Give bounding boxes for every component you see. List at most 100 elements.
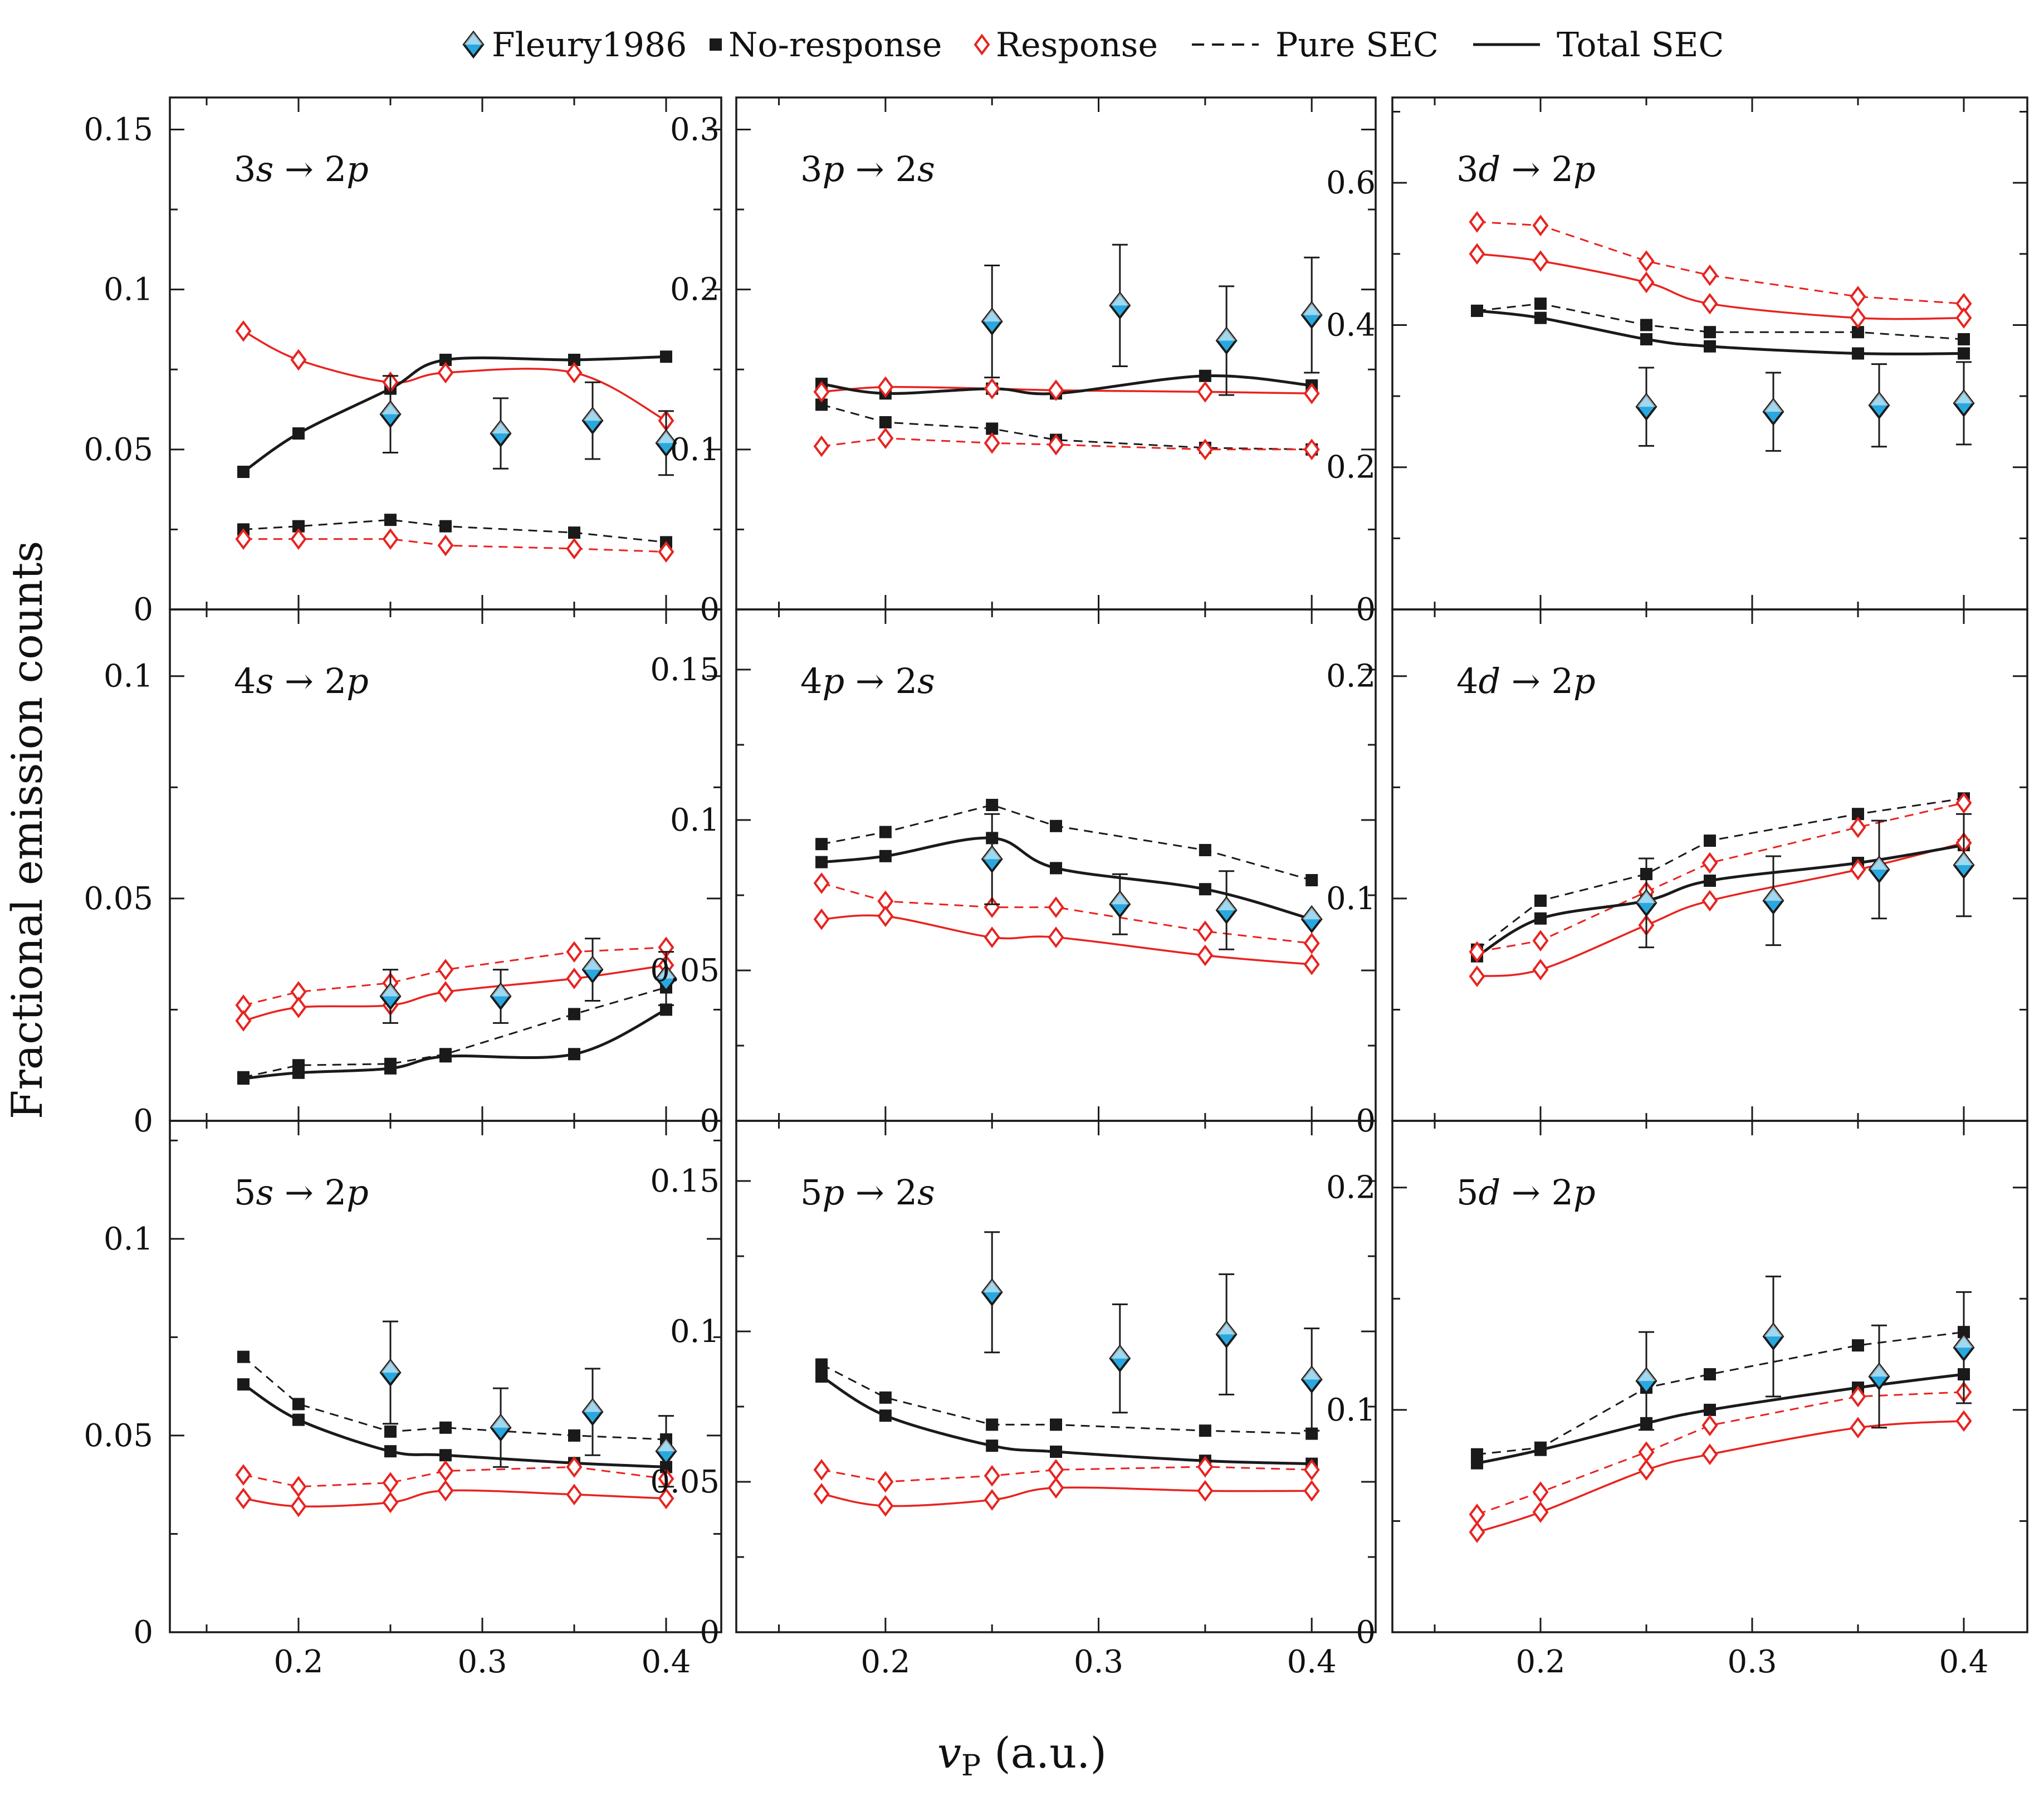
panel-3s-2p: 0 0.05 0.1 0.15 3s → 2p (84, 96, 722, 628)
marker-fleury1986-shine (1764, 399, 1783, 412)
line-total-sec-no-response (242, 1383, 667, 1468)
title-n-to: 2 (1552, 149, 1573, 189)
y-tick-label: 0.2 (1326, 450, 1376, 486)
marker-no-response-pure (237, 1350, 250, 1363)
marker-fleury1986 (1762, 886, 1784, 915)
marker-fleury1986-shine (491, 421, 510, 434)
marker-no-response-total (815, 1370, 828, 1383)
x-tick-label: 0.3 (457, 1644, 507, 1680)
marker-response-total (1303, 1480, 1320, 1502)
marker-response-total (984, 378, 1000, 400)
marker-response-pure (877, 427, 894, 450)
panel-title: 5d → 2p (1456, 1172, 1596, 1213)
marker-response-pure (1197, 1456, 1214, 1478)
marker-response-pure (290, 1476, 307, 1498)
marker-response-pure (877, 1471, 894, 1493)
marker-fleury1986 (1868, 391, 1890, 419)
title-l-from: s (256, 661, 273, 701)
marker-fleury1986-shine (1302, 302, 1322, 315)
marker-response-total (877, 1495, 894, 1517)
x-tick-label: 0.4 (641, 1644, 691, 1680)
marker-no-response-pure (1852, 1339, 1864, 1352)
marker-fleury1986 (1953, 851, 1975, 880)
marker-response-total (1469, 965, 1485, 987)
marker-no-response-pure (1958, 333, 1970, 345)
marker-fleury1986 (1762, 397, 1784, 426)
marker-response-pure (1197, 438, 1214, 461)
panel-5s-2p: 0 0.05 0.1 0.2 0.3 0.4 5s → 2p (84, 1120, 722, 1680)
marker-response-pure (235, 1464, 252, 1486)
marker-fleury1986 (655, 964, 677, 993)
marker-no-response-pure (1852, 326, 1864, 339)
line-pure-sec-response (821, 437, 1312, 451)
panel-frame (1391, 1120, 2028, 1633)
y-tick-label: 0.1 (104, 1221, 153, 1257)
marker-fleury1986-shine (1110, 293, 1129, 306)
line-pure-sec-response (1476, 802, 1964, 953)
y-tick-label: 0 (133, 1614, 153, 1651)
marker-fleury1986-shine (583, 1399, 602, 1412)
x-axis-title: vP (a.u.) (937, 1728, 1107, 1783)
line-pure-sec-response (821, 882, 1312, 944)
title-l-to: p (346, 1172, 369, 1213)
marker-response-total (290, 997, 307, 1018)
marker-fleury1986 (379, 982, 402, 1011)
line-total-sec-response (1476, 842, 1964, 978)
marker-fleury1986 (1109, 890, 1131, 919)
x-tick-label: 0.2 (273, 1644, 323, 1680)
line-pure-sec-response (243, 538, 667, 553)
line-total-sec-response (1476, 253, 1964, 320)
marker-no-response-total (292, 1413, 305, 1426)
legend-fleury-marker (462, 30, 485, 59)
marker-response-total (566, 362, 583, 384)
marker-response-pure (437, 534, 454, 557)
marker-fleury1986-shine (1764, 1324, 1783, 1337)
marker-response-total (1469, 243, 1485, 265)
marker-response-pure (984, 1465, 1000, 1487)
marker-response-total (658, 1487, 674, 1510)
panel-title: 3s → 2p (234, 149, 369, 189)
line-total-sec-response (243, 1489, 667, 1507)
marker-no-response-total (1704, 874, 1716, 887)
marker-response-pure (1701, 852, 1718, 874)
marker-fleury1986 (490, 419, 512, 448)
marker-no-response-pure (1534, 894, 1547, 907)
marker-fleury1986 (490, 982, 512, 1011)
marker-fleury1986-shine (381, 984, 400, 997)
y-tick-label: 0.3 (670, 111, 720, 148)
panel-title: 5s → 2p (234, 1172, 369, 1213)
line-pure-sec-response (821, 1466, 1312, 1483)
marker-fleury1986-shine (982, 1280, 1002, 1292)
legend-item-fleury: Fleury1986 (462, 26, 687, 65)
marker-no-response-total (384, 1445, 397, 1458)
marker-no-response-total (237, 1378, 250, 1391)
marker-fleury1986-shine (1217, 328, 1236, 341)
marker-response-total (566, 968, 583, 989)
title-arrow: → (1500, 1172, 1551, 1213)
marker-no-response-total (237, 466, 250, 479)
marker-fleury1986-shine (1110, 892, 1129, 905)
marker-no-response-total (568, 1048, 580, 1061)
marker-fleury1986 (655, 1437, 677, 1466)
marker-no-response-pure (1852, 808, 1864, 821)
marker-response-total (1532, 959, 1549, 980)
panel-title: 5p → 2s (800, 1172, 935, 1213)
marker-fleury1986-shine (657, 431, 676, 443)
y-tick-label: 0.05 (84, 432, 153, 468)
y-tick-label: 0.15 (84, 111, 153, 148)
panel-4d-2p: 00.10.2 4d → 2p (1326, 608, 2028, 1139)
marker-no-response-pure (815, 398, 828, 411)
marker-response-pure (566, 1456, 583, 1478)
marker-response-pure (1048, 896, 1064, 918)
panel-title: 4p → 2s (800, 661, 935, 701)
y-tick-label: 0 (133, 592, 153, 628)
marker-no-response-pure (1534, 297, 1547, 310)
line-total-sec-no-response (243, 1008, 667, 1080)
x-tick-label: 0.2 (860, 1644, 910, 1680)
line-pure-sec-no-response (1476, 302, 1964, 340)
marker-response-total (290, 349, 307, 371)
y-tick-label: 0.15 (650, 1163, 720, 1199)
marker-no-response-total (292, 1066, 305, 1079)
marker-response-pure (290, 528, 307, 550)
y-tick-label: 0 (1356, 1614, 1376, 1651)
